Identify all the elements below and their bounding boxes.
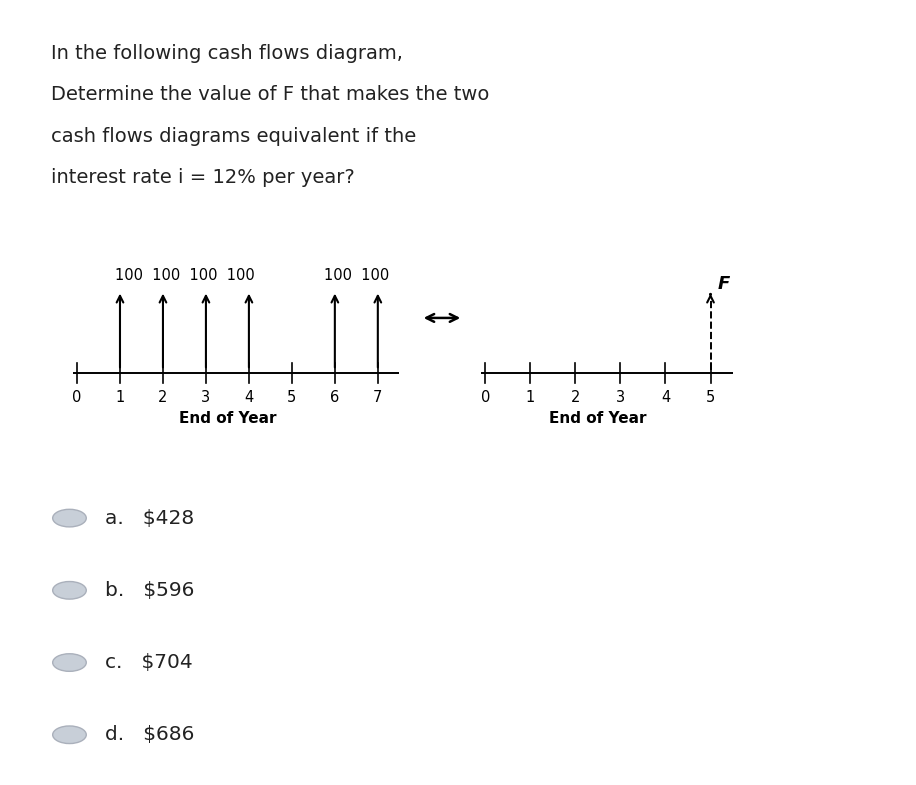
Text: 1: 1 [526,390,535,405]
Circle shape [53,654,86,671]
Text: 5: 5 [706,390,715,405]
Text: 2: 2 [571,390,580,405]
Text: Determine the value of F that makes the two: Determine the value of F that makes the … [51,86,490,104]
Text: 3: 3 [202,390,211,405]
Text: 6: 6 [331,390,340,405]
Text: 100  100: 100 100 [323,268,389,283]
Text: cash flows diagrams equivalent if the: cash flows diagrams equivalent if the [51,127,417,146]
Text: 100  100  100  100: 100 100 100 100 [114,268,255,283]
Circle shape [53,582,86,599]
Text: d.   $686: d. $686 [105,725,195,744]
Text: interest rate i = 12% per year?: interest rate i = 12% per year? [51,168,355,188]
Text: 1: 1 [115,390,125,405]
Text: 5: 5 [288,390,297,405]
Text: 7: 7 [373,390,383,405]
Text: End of Year: End of Year [549,411,647,425]
Text: 3: 3 [616,390,625,405]
Text: End of Year: End of Year [179,411,276,425]
Text: 4: 4 [245,390,254,405]
Text: 4: 4 [660,390,671,405]
Text: F: F [717,276,729,294]
Circle shape [53,509,86,527]
Text: c.   $704: c. $704 [105,653,193,672]
Text: 0: 0 [481,390,490,405]
Text: b.   $596: b. $596 [105,581,195,600]
Text: 2: 2 [158,390,168,405]
Circle shape [53,726,86,743]
Text: 0: 0 [72,390,82,405]
Text: In the following cash flows diagram,: In the following cash flows diagram, [51,44,403,63]
Text: a.   $428: a. $428 [105,509,195,528]
